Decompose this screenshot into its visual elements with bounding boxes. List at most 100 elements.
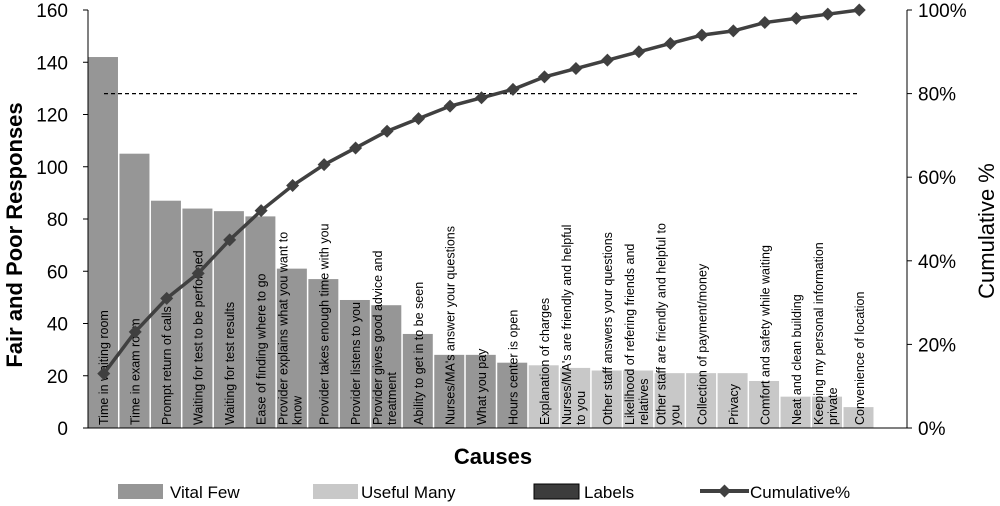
- cumulative-point-25: [852, 3, 866, 17]
- cumulative-point-6: [254, 204, 268, 218]
- category-label-19: Other staff are friendly and helpful toy…: [654, 223, 682, 425]
- cumulative-point-10: [380, 124, 394, 138]
- cumulative-point-24: [821, 7, 835, 21]
- cumulative-point-4: [191, 266, 205, 280]
- category-label-3: Prompt return of calls: [160, 306, 174, 425]
- bar-18: [623, 370, 654, 428]
- cumulative-point-16: [569, 62, 583, 76]
- left-tick-label: 160: [36, 1, 68, 22]
- left-tick-label: 140: [36, 53, 68, 74]
- cumulative-point-2: [128, 325, 142, 339]
- plot-area: Time in waiting room Time in exam room Pro…: [88, 3, 874, 428]
- cumulative-point-14: [506, 82, 520, 96]
- left-y-ticks: 0 20 40 60 80 100 120 140 160: [36, 1, 88, 440]
- category-label-6: Ease of finding where to go: [255, 273, 269, 425]
- right-tick-label: 40%: [918, 252, 956, 273]
- legend-marker-cumulative: [718, 484, 731, 498]
- right-y-ticks: 0% 20% 40% 60% 80% 100%: [907, 1, 967, 440]
- legend: Vital Few Useful Many Labels Cumulative%: [118, 483, 850, 502]
- bar-23: [780, 396, 811, 428]
- bar-4: [182, 208, 213, 428]
- right-tick-label: 80%: [918, 85, 956, 106]
- cumulative-point-23: [789, 11, 803, 25]
- legend-label-useful-many: Useful Many: [361, 483, 456, 502]
- category-label-9: Provider listens to you: [349, 302, 363, 425]
- category-label-2: Time in exam room: [129, 318, 143, 425]
- bar-25: [843, 407, 874, 428]
- bar-2: [119, 153, 150, 428]
- category-label-17: Other staff answers your questions: [601, 232, 615, 425]
- category-label-21: Privacy: [727, 383, 741, 425]
- category-label-1: Time in waiting room: [97, 310, 111, 425]
- legend-swatch-useful-many: [313, 484, 358, 499]
- left-tick-label: 60: [47, 262, 68, 283]
- cumulative-point-8: [317, 158, 331, 172]
- x-axis-title: Causes: [454, 444, 532, 469]
- cumulative-point-9: [349, 141, 363, 155]
- category-label-7: Provider explains what you want toknow: [277, 232, 305, 425]
- cumulative-point-18: [632, 45, 646, 59]
- left-tick-label: 80: [47, 210, 68, 231]
- cumulative-point-11: [412, 112, 426, 126]
- right-tick-label: 60%: [918, 168, 956, 189]
- category-label-14: Hours center is open: [506, 310, 520, 425]
- legend-swatch-vital-few: [118, 484, 163, 499]
- left-tick-label: 120: [36, 106, 68, 127]
- y-axis-title: Fair and Poor Responses: [2, 102, 27, 367]
- right-tick-label: 20%: [918, 335, 956, 356]
- cumulative-point-5: [223, 233, 237, 247]
- legend-swatch-labels: [533, 483, 580, 500]
- cumulative-point-20: [695, 28, 709, 42]
- left-tick-label: 0: [57, 419, 68, 440]
- legend-label-labels: Labels: [584, 483, 634, 502]
- category-label-10: Provider gives good advice andtreatment: [371, 251, 399, 425]
- legend-label-cumulative: Cumulative%: [750, 483, 850, 502]
- cumulative-point-21: [726, 24, 740, 38]
- left-tick-label: 40: [47, 315, 68, 336]
- cumulative-point-13: [475, 91, 488, 105]
- bar-7: [276, 268, 307, 428]
- category-label-18: Likelihood of refering friends andrelati…: [623, 244, 651, 425]
- category-label-25: Convenience of location: [853, 292, 867, 425]
- bar-19: [654, 373, 685, 428]
- bar-14: [497, 362, 528, 428]
- bar-6: [245, 216, 276, 428]
- category-label-16: Nurses/MA's are friendly and helpfulto y…: [560, 225, 588, 425]
- bar-13: [465, 354, 496, 428]
- category-label-5: Waiting for test results: [223, 302, 237, 425]
- category-label-20: Collection of payment/money: [695, 263, 709, 425]
- y2-axis-title: Cumulative %: [974, 163, 999, 299]
- cumulative-point-1: [97, 367, 111, 381]
- bar-12: [434, 354, 465, 428]
- bar-20: [686, 373, 717, 428]
- cumulative-point-17: [600, 53, 614, 67]
- category-label-24: Keeping my personal informationprivate: [812, 242, 840, 425]
- cumulative-point-15: [537, 70, 551, 84]
- bar-24: [812, 396, 843, 428]
- bar-9: [339, 299, 370, 428]
- bar-10: [371, 305, 402, 428]
- left-tick-label: 100: [36, 158, 68, 179]
- bar-5: [213, 211, 244, 428]
- category-label-4: Waiting for test to be performed: [192, 250, 206, 425]
- right-tick-label: 100%: [918, 1, 967, 22]
- category-label-13: What you pay: [475, 348, 489, 425]
- category-label-12: Nurses/MA's answer your questions: [444, 226, 458, 425]
- bar-8: [308, 279, 339, 428]
- right-tick-label: 0%: [918, 419, 946, 440]
- bar-1: [88, 57, 118, 428]
- category-label-15: Explanation of charges: [538, 298, 552, 425]
- bar-21: [717, 373, 748, 428]
- bar-16: [560, 367, 591, 428]
- legend-label-vital-few: Vital Few: [170, 483, 240, 502]
- cumulative-point-7: [286, 179, 300, 193]
- cumulative-point-22: [758, 16, 772, 30]
- left-tick-label: 20: [47, 367, 68, 388]
- category-label-11: Ability to get in to be seen: [412, 282, 426, 425]
- category-label-23: Neat and clean building: [790, 294, 804, 425]
- bar-11: [402, 333, 433, 428]
- bar-22: [749, 380, 780, 428]
- cumulative-point-3: [160, 291, 174, 305]
- cumulative-point-19: [663, 36, 677, 50]
